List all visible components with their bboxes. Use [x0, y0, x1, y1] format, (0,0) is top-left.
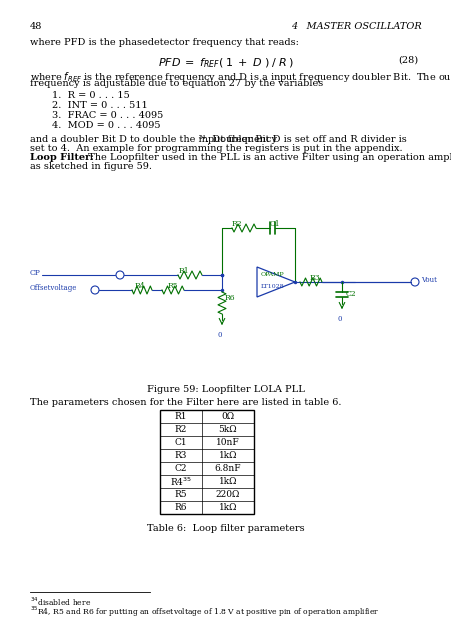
Text: where PFD is the phasedetector frequency that reads:: where PFD is the phasedetector frequency… — [30, 38, 298, 47]
Text: 0: 0 — [217, 331, 222, 339]
Text: 3.  FRAC = 0 . . . 4095: 3. FRAC = 0 . . . 4095 — [52, 111, 163, 120]
Text: where $f_{REF}$ is the reference frequency and D is a input frequency doubler Bi: where $f_{REF}$ is the reference frequen… — [30, 70, 451, 84]
Text: 1kΩ: 1kΩ — [218, 503, 237, 512]
Text: 0Ω: 0Ω — [221, 412, 234, 421]
Text: 10nF: 10nF — [216, 438, 239, 447]
Text: R2: R2 — [231, 220, 242, 228]
Text: R4: R4 — [134, 282, 145, 290]
Text: LT1028: LT1028 — [260, 284, 284, 289]
Text: $^{34}$disabled here: $^{34}$disabled here — [30, 596, 91, 609]
Text: Loop Filter:: Loop Filter: — [30, 153, 93, 162]
Text: . Doubler Bit D is set off and R divider is: . Doubler Bit D is set off and R divider… — [206, 135, 406, 144]
Text: CP: CP — [30, 269, 41, 277]
Text: Figure 59: Loopfilter LOLA PLL: Figure 59: Loopfilter LOLA PLL — [147, 385, 304, 394]
Text: The parameters chosen for the Filter here are listed in table 6.: The parameters chosen for the Filter her… — [30, 398, 341, 407]
Text: 220Ω: 220Ω — [215, 490, 239, 499]
Text: Vout: Vout — [420, 276, 436, 284]
Text: The Loopfilter used in the PLL is an active Filter using an operation amplifier: The Loopfilter used in the PLL is an act… — [85, 153, 451, 162]
Text: 1kΩ: 1kΩ — [218, 451, 237, 460]
Text: C2: C2 — [345, 290, 356, 298]
Text: Table 6:  Loop filter parameters: Table 6: Loop filter parameters — [147, 524, 304, 533]
Text: OPAMP: OPAMP — [260, 272, 284, 277]
Text: R2: R2 — [175, 425, 187, 434]
Text: 1kΩ: 1kΩ — [218, 477, 237, 486]
Text: set to 4.  An example for programming the registers is put in the appendix.: set to 4. An example for programming the… — [30, 144, 402, 153]
Text: (28): (28) — [397, 56, 417, 65]
Text: 6.8nF: 6.8nF — [214, 464, 241, 473]
Text: and a doubler Bit D to double the input frequency: and a doubler Bit D to double the input … — [30, 135, 276, 144]
Text: C2: C2 — [175, 464, 187, 473]
Text: R5: R5 — [167, 282, 178, 290]
Text: R3: R3 — [309, 274, 320, 282]
Text: frequency is adjustable due to equation 27 by the variables: frequency is adjustable due to equation … — [30, 79, 322, 88]
Text: $^{34}$: $^{34}$ — [198, 135, 206, 143]
Text: R3: R3 — [175, 451, 187, 460]
Text: R4$^{35}$: R4$^{35}$ — [170, 476, 192, 488]
Text: 0: 0 — [337, 315, 341, 323]
Text: as sketched in figure 59.: as sketched in figure 59. — [30, 162, 152, 171]
Text: 5kΩ: 5kΩ — [218, 425, 237, 434]
Text: 48: 48 — [30, 22, 42, 31]
Bar — [160, 410, 253, 514]
Text: R6: R6 — [175, 503, 187, 512]
Text: R5: R5 — [174, 490, 187, 499]
Text: 1.  R = 0 . . . 15: 1. R = 0 . . . 15 — [52, 91, 129, 100]
Text: R1: R1 — [178, 267, 189, 275]
Text: C1: C1 — [269, 220, 280, 228]
Text: R6: R6 — [225, 294, 235, 302]
Text: $^{35}$R4, R5 and R6 for putting an offsetvoltage of 1.8 V at positive pin of op: $^{35}$R4, R5 and R6 for putting an offs… — [30, 605, 378, 620]
Text: $PFD \;=\; f_{REF}(\;1\;+\;D\;)\;/\;R\;)$: $PFD \;=\; f_{REF}(\;1\;+\;D\;)\;/\;R\;)… — [157, 56, 294, 70]
Text: 4   MASTER OSCILLATOR: 4 MASTER OSCILLATOR — [290, 22, 421, 31]
Text: 2.  INT = 0 . . . 511: 2. INT = 0 . . . 511 — [52, 101, 147, 110]
Text: R1: R1 — [175, 412, 187, 421]
Text: Offsetvoltage: Offsetvoltage — [30, 284, 77, 292]
Text: 4.  MOD = 0 . . . 4095: 4. MOD = 0 . . . 4095 — [52, 121, 160, 130]
Text: C1: C1 — [174, 438, 187, 447]
